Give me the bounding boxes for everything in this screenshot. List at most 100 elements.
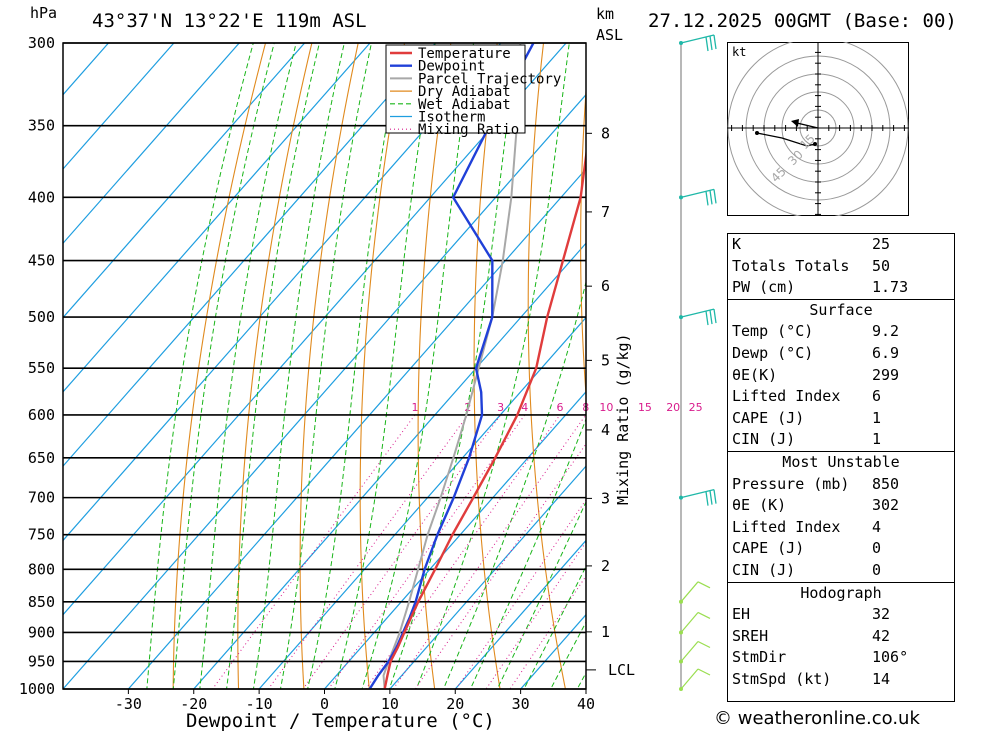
stats-table: K 25 Totals Totals 50 PW (cm) 1.73 Surface … xyxy=(727,233,955,702)
surface-heading: Surface xyxy=(809,300,873,319)
wet-adiabat-line xyxy=(469,417,586,689)
hodograph-row: EH 32 xyxy=(732,605,891,624)
lcl-label: LCL xyxy=(608,661,635,679)
profile-lines xyxy=(368,43,586,689)
isotherm-line xyxy=(63,43,175,170)
dry-adiabat-line xyxy=(299,43,359,689)
height-tick-label: 4 xyxy=(601,421,610,439)
wind-barb xyxy=(679,668,711,691)
isotherm-line xyxy=(0,6,10,715)
x-tick-label: 10 xyxy=(381,695,399,713)
pressure-tick-label: 400 xyxy=(28,188,55,206)
dry-adiabat-line xyxy=(172,43,267,689)
pressure-unit-label: hPa xyxy=(30,4,57,22)
most-unstable-row: θE (K) 302 xyxy=(732,496,900,515)
hodograph-ticks xyxy=(731,42,905,215)
pressure-tick-label: 350 xyxy=(28,117,55,135)
surface-row: Dewp (°C) 6.9 xyxy=(732,343,900,362)
hodograph-row: SREH 42 xyxy=(732,626,891,645)
pressure-tick-label: 850 xyxy=(28,593,55,611)
indices-section: K 25 Totals Totals 50 PW (cm) 1.73 xyxy=(728,234,954,299)
wind-barb xyxy=(679,640,711,664)
pressure-tick-label: 550 xyxy=(28,359,55,377)
mixing-ratio-label: 20 xyxy=(666,401,680,414)
mixing-ratio-line xyxy=(327,414,526,689)
isotherm-line xyxy=(63,93,586,689)
temperature-axis: -30 -20 -10 0 10 20 30 40 xyxy=(115,689,595,713)
mixing-ratio-label: 4 xyxy=(521,401,528,414)
background-lines xyxy=(0,6,1000,715)
wind-barb xyxy=(679,34,717,52)
pressure-tick-label: 950 xyxy=(28,652,55,670)
wet-adiabat-line xyxy=(442,280,586,689)
x-tick-label: -30 xyxy=(115,695,142,713)
most-unstable-row: Lifted Index 4 xyxy=(732,517,882,536)
hodograph-point-high xyxy=(755,131,759,135)
mixing-ratio-label: 15 xyxy=(638,401,652,414)
copyright-footer: © weatheronline.co.uk xyxy=(714,708,920,729)
height-tick-label: 5 xyxy=(601,351,610,369)
height-axis: 8 7 6 5 4 3 2 1 LCL xyxy=(586,124,635,679)
mixing-ratio-axis-title: Mixing Ratio (g/kg) xyxy=(614,333,632,505)
hodograph: kt 15 30 45 xyxy=(727,42,909,216)
copyright-text: © weatheronline.co.uk xyxy=(714,708,920,729)
mixing-ratio-label: 6 xyxy=(556,401,563,414)
isotherm-line xyxy=(63,43,306,319)
most-unstable-section: Most Unstable Pressure (mb) 850 θE (K) 302… xyxy=(728,450,954,582)
hodograph-row: StmDir 106° xyxy=(732,648,909,667)
mixing-ratio-label: 25 xyxy=(689,401,703,414)
wind-barb xyxy=(679,611,711,635)
legend-entry: Mixing Ratio xyxy=(418,122,519,138)
legend-box xyxy=(385,44,526,134)
surface-row: θE(K) 299 xyxy=(732,365,900,384)
hodograph-point-low xyxy=(813,142,817,146)
isotherm-line xyxy=(454,539,586,689)
dry-adiabat-line xyxy=(580,83,586,402)
x-tick-label: -20 xyxy=(180,695,207,713)
datetime-title: 27.12.2025 00GMT (Base: 00) xyxy=(648,10,957,32)
isotherm-line xyxy=(258,316,586,689)
legend-entry: Temperature xyxy=(418,46,511,62)
surface-row: CAPE (J) 1 xyxy=(732,408,882,427)
most-unstable-row: CAPE (J) 0 xyxy=(732,539,882,558)
height-tick-label: 2 xyxy=(601,557,610,575)
isotherm-line xyxy=(127,168,586,689)
wind-barb xyxy=(679,308,717,326)
pressure-tick-label: 650 xyxy=(28,449,55,467)
wet-adiabat-line xyxy=(415,43,570,689)
x-tick-label: 30 xyxy=(512,695,530,713)
x-tick-label: 0 xyxy=(320,695,329,713)
wet-adiabat-line xyxy=(307,43,402,689)
height-unit-label-asl: ASL xyxy=(596,26,623,44)
height-tick-label: 1 xyxy=(601,623,610,641)
wet-adiabat-line xyxy=(172,43,275,689)
legend-entry: Dewpoint xyxy=(418,59,485,75)
wet-adiabat-line xyxy=(361,43,475,689)
pressure-tick-label: 500 xyxy=(28,308,55,326)
pressure-tick-label: 900 xyxy=(28,623,55,641)
height-tick-label: 8 xyxy=(601,124,610,142)
x-tick-label: 20 xyxy=(446,695,464,713)
mixing-ratio-line xyxy=(267,414,469,689)
mixing-ratio-label: 1 xyxy=(411,401,418,414)
most-unstable-row: CIN (J) 0 xyxy=(732,560,882,579)
height-tick-label: 3 xyxy=(601,489,610,507)
surface-row: CIN (J) 1 xyxy=(732,430,882,449)
series-line-temperature xyxy=(383,147,586,689)
storm-motion-vector xyxy=(796,122,819,129)
dry-adiabat-line xyxy=(417,43,452,689)
isotherm-line xyxy=(192,242,586,689)
pressure-tick-label: 450 xyxy=(28,252,55,270)
pressure-axis: 300 350 400 450 500 550 600 650 700 750 800 850 900 9… xyxy=(19,34,55,698)
x-tick-label: -10 xyxy=(246,695,273,713)
index-row-pw: PW (cm) 1.73 xyxy=(732,278,909,297)
dry-adiabat-line xyxy=(957,6,1000,715)
pressure-tick-label: 750 xyxy=(28,526,55,544)
mixing-ratio-line xyxy=(302,414,502,689)
mixing-ratio-line xyxy=(365,414,561,689)
wind-barb xyxy=(679,188,717,206)
pressure-tick-label: 800 xyxy=(28,560,55,578)
wind-barb xyxy=(679,581,711,604)
mixing-ratio-line xyxy=(211,414,416,689)
